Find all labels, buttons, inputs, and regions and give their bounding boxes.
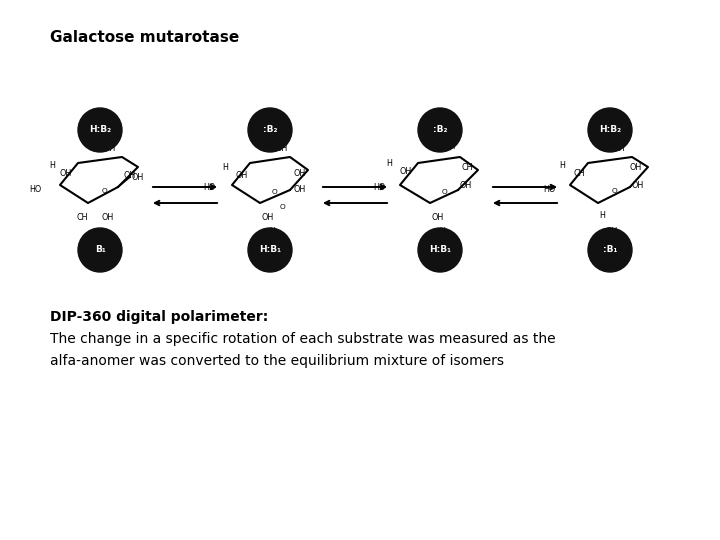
Text: The change in a specific rotation of each substrate was measured as the: The change in a specific rotation of eac… — [50, 332, 556, 346]
Circle shape — [78, 228, 122, 272]
Text: CH: CH — [613, 144, 624, 153]
Circle shape — [248, 228, 292, 272]
Text: H: H — [269, 227, 275, 236]
Text: H: H — [259, 144, 265, 153]
Text: HO: HO — [543, 186, 555, 194]
Text: Galactose mutarotase: Galactose mutarotase — [50, 30, 239, 45]
Circle shape — [248, 108, 292, 152]
Text: O: O — [441, 189, 447, 195]
Circle shape — [418, 228, 462, 272]
Text: OH: OH — [262, 213, 274, 222]
Text: CH: CH — [462, 163, 474, 172]
Text: OH: OH — [60, 168, 72, 178]
Text: OH: OH — [443, 142, 455, 151]
Text: OH: OH — [235, 171, 247, 179]
Text: :B₂: :B₂ — [433, 125, 447, 134]
Text: OH: OH — [103, 144, 115, 153]
Text: H: H — [386, 159, 392, 167]
Text: OH: OH — [123, 171, 135, 179]
Text: OH: OH — [632, 180, 644, 190]
Text: DIP-360 digital polarimeter:: DIP-360 digital polarimeter: — [50, 310, 269, 324]
Text: O: O — [101, 188, 107, 194]
Text: HO: HO — [30, 186, 42, 194]
Text: OH: OH — [275, 144, 287, 153]
Text: HO: HO — [203, 183, 215, 192]
Text: alfa-anomer was converted to the equilibrium mixture of isomers: alfa-anomer was converted to the equilib… — [50, 354, 504, 368]
Text: H: H — [222, 163, 228, 172]
Text: OH: OH — [460, 180, 472, 190]
Text: OH: OH — [630, 163, 642, 172]
Text: H: H — [599, 211, 605, 220]
Text: OH: OH — [294, 168, 306, 178]
Text: H: H — [559, 160, 565, 170]
Text: OH: OH — [132, 172, 144, 181]
Text: OH: OH — [102, 213, 114, 222]
Text: H:B₁: H:B₁ — [259, 246, 281, 254]
Text: :B₁: :B₁ — [603, 246, 617, 254]
Text: H:B₂: H:B₂ — [89, 125, 111, 134]
Text: O: O — [611, 188, 617, 194]
Text: O: O — [272, 189, 278, 195]
Text: CH: CH — [574, 168, 585, 178]
Text: H: H — [429, 142, 435, 151]
Circle shape — [588, 228, 632, 272]
Text: OH: OH — [400, 166, 413, 176]
Text: H:B₁: H:B₁ — [429, 246, 451, 254]
Text: H: H — [87, 230, 93, 239]
Text: O: O — [279, 204, 285, 210]
Text: OH: OH — [606, 227, 618, 236]
Circle shape — [418, 108, 462, 152]
Text: H: H — [49, 160, 55, 170]
Text: H: H — [89, 144, 95, 153]
Text: CH: CH — [76, 213, 88, 222]
Text: OH: OH — [294, 186, 306, 194]
Text: H: H — [599, 144, 605, 153]
Circle shape — [588, 108, 632, 152]
Text: :B₂: :B₂ — [263, 125, 277, 134]
Text: H: H — [439, 227, 445, 236]
Text: H:B₂: H:B₂ — [599, 125, 621, 134]
Text: HO: HO — [373, 183, 385, 192]
Text: OH: OH — [432, 213, 444, 222]
Text: B₁: B₁ — [94, 246, 105, 254]
Circle shape — [78, 108, 122, 152]
